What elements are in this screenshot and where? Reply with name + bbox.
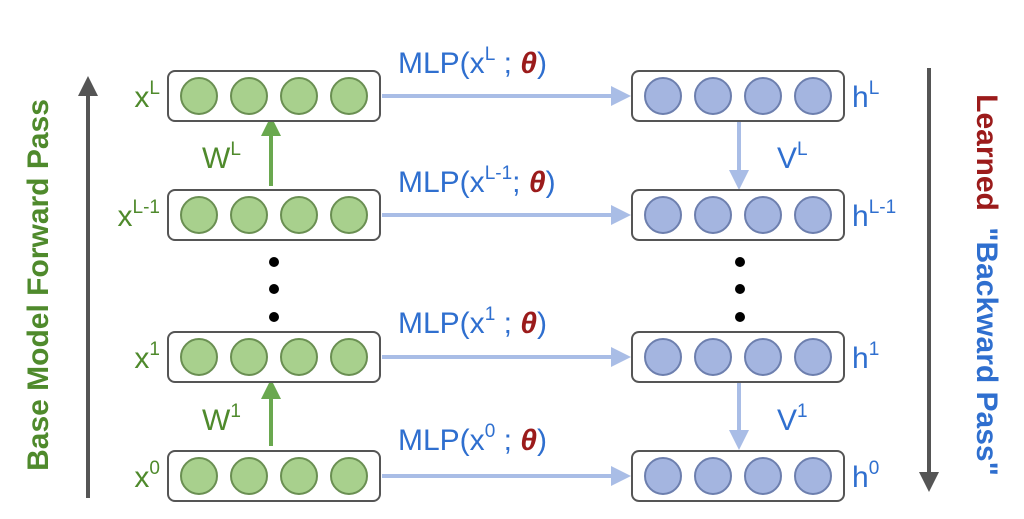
hidden-layer: h0 [631, 450, 879, 502]
weight-label-1: W1 [202, 401, 241, 437]
input-layer-box [167, 189, 381, 241]
input-layer-box [167, 331, 381, 383]
left-ellipsis [269, 257, 279, 322]
input-layer-label: x1 [134, 339, 160, 375]
hidden-layer: h1 [631, 331, 879, 383]
hidden-layer: hL [631, 70, 879, 122]
input-layers-column: xL xL-1 x1 x0 [118, 70, 381, 502]
weight-label-L: WL [202, 139, 241, 175]
hidden-neuron [794, 77, 832, 115]
backward-pass-title: Learned "Backward Pass" [970, 94, 1003, 476]
backward-label-1: V1 [777, 401, 808, 437]
input-layer: xL [134, 70, 381, 122]
backward-label-L: VL [777, 139, 808, 175]
hidden-layer-box [631, 189, 845, 241]
hidden-neuron [694, 457, 732, 495]
hidden-neuron [694, 77, 732, 115]
hidden-neuron [694, 338, 732, 376]
mlp-label-L-1: MLP(xL-1; θ) [398, 163, 556, 199]
hidden-layer-box [631, 331, 845, 383]
hidden-layer: hL-1 [631, 189, 896, 241]
learned-word: Learned [970, 94, 1003, 211]
hidden-neuron [644, 77, 682, 115]
input-neuron [280, 196, 318, 234]
input-layer-label: xL [134, 78, 160, 114]
input-neuron [330, 196, 368, 234]
hidden-neuron [644, 338, 682, 376]
hidden-neuron [744, 196, 782, 234]
input-neuron [180, 457, 218, 495]
mlp-label-1: MLP(x1 ; θ) [398, 304, 547, 340]
mlp-label-L: MLP(xL ; θ) [398, 44, 547, 80]
input-neuron [180, 196, 218, 234]
backward-pass-word: "Backward Pass" [970, 227, 1003, 476]
hidden-layer-label: h0 [852, 458, 879, 494]
input-neuron [330, 338, 368, 376]
forward-pass-title: Base Model Forward Pass [22, 99, 55, 471]
hidden-neuron [794, 338, 832, 376]
input-neuron [330, 457, 368, 495]
hidden-layer-box [631, 450, 845, 502]
input-layer-box [167, 70, 381, 122]
input-layer: x0 [134, 450, 381, 502]
input-layer-label: x0 [134, 458, 160, 494]
input-layer-label: xL-1 [118, 197, 160, 233]
hidden-neuron [744, 338, 782, 376]
hidden-layers-column: hL hL-1 h1 h0 [631, 70, 896, 502]
input-neuron [330, 77, 368, 115]
hidden-layer-label: hL [852, 78, 879, 114]
hidden-neuron [744, 457, 782, 495]
input-neuron [280, 338, 318, 376]
hidden-neuron [644, 196, 682, 234]
input-layer: x1 [134, 331, 381, 383]
input-neuron [180, 338, 218, 376]
input-layer-box [167, 450, 381, 502]
hidden-neuron [644, 457, 682, 495]
input-neuron [280, 77, 318, 115]
input-neuron [230, 338, 268, 376]
hidden-layer-label: hL-1 [852, 197, 896, 233]
hidden-layer-label: h1 [852, 339, 879, 375]
input-neuron [230, 457, 268, 495]
hidden-layer-box [631, 70, 845, 122]
right-ellipsis [735, 257, 745, 322]
input-layer: xL-1 [118, 189, 381, 241]
hidden-neuron [694, 196, 732, 234]
input-neuron [180, 77, 218, 115]
hidden-neuron [794, 457, 832, 495]
hidden-neuron [794, 196, 832, 234]
input-neuron [230, 196, 268, 234]
hidden-neuron [744, 77, 782, 115]
input-neuron [280, 457, 318, 495]
mlp-label-0: MLP(x0 ; θ) [398, 421, 547, 457]
input-neuron [230, 77, 268, 115]
